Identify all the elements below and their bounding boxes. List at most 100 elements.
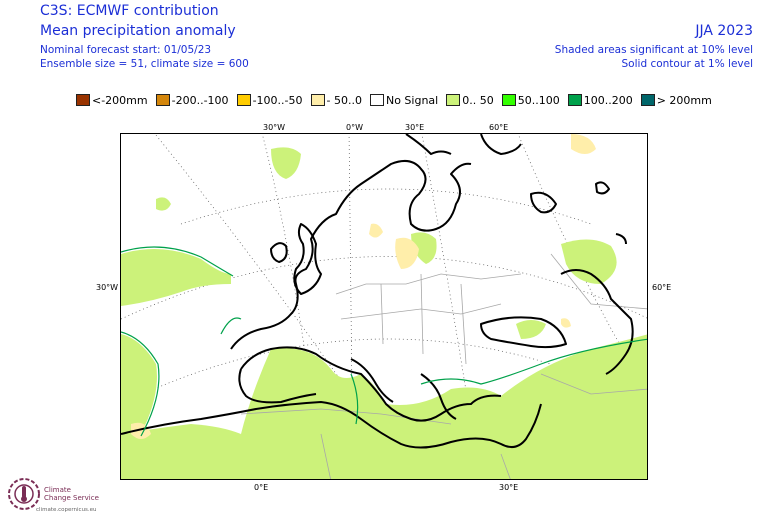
- map-subtitle: Mean precipitation anomaly: [40, 23, 236, 39]
- coastline: [480, 134, 522, 155]
- legend: <-200mm -200..-100 -100..-50 - 50..0 No Sign…: [76, 93, 720, 107]
- coastline: [293, 223, 322, 295]
- anomaly-area: [395, 237, 419, 269]
- logo-url: climate.copernicus.eu: [36, 507, 97, 513]
- legend-item: - 50..0: [310, 93, 362, 107]
- legend-label: - 50..0: [326, 93, 362, 107]
- legend-item: -200..-100: [155, 93, 229, 107]
- legend-item: > 200mm: [640, 93, 712, 107]
- lon-label-top: 0°W: [346, 123, 363, 132]
- legend-swatch: [501, 94, 516, 106]
- legend-swatch: [446, 94, 461, 106]
- forecast-start: Nominal forecast start: 01/05/23: [40, 44, 212, 56]
- legend-swatch: [236, 94, 251, 106]
- legend-label: 50..100: [517, 93, 560, 107]
- graticule-line: [421, 134, 481, 479]
- coastline: [595, 181, 610, 195]
- anomaly-area: [121, 424, 241, 479]
- anomaly-area: [121, 249, 231, 306]
- lon-label-left: 30°W: [96, 283, 119, 292]
- graticule-line: [121, 256, 647, 320]
- legend-label: -100..-50: [252, 93, 303, 107]
- anomaly-area: [516, 320, 546, 339]
- contour-line: [121, 331, 160, 437]
- border-line: [320, 433, 331, 479]
- coastline: [230, 159, 472, 350]
- border-line: [335, 273, 522, 295]
- lon-label-right: 60°E: [652, 283, 672, 292]
- legend-item: No Signal: [369, 93, 439, 107]
- anomaly-area: [411, 232, 437, 264]
- anomaly-area: [216, 334, 647, 479]
- legend-label: > 200mm: [656, 93, 712, 107]
- lon-label-top: 60°E: [489, 123, 509, 132]
- legend-item: 50..100: [501, 93, 560, 107]
- lon-label-top: 30°W: [263, 123, 286, 132]
- coastline: [240, 346, 502, 422]
- coastline: [238, 368, 317, 404]
- coastline: [121, 401, 542, 449]
- border-line: [380, 283, 384, 345]
- legend-swatch: [567, 94, 582, 106]
- coastline: [530, 191, 557, 214]
- legend-swatch: [76, 94, 90, 106]
- map-title: C3S: ECMWF contribution: [40, 3, 219, 19]
- legend-swatch: [155, 94, 170, 106]
- anomaly-area: [626, 381, 647, 463]
- border-line: [340, 303, 502, 320]
- logo-name-line2: Change Service: [44, 494, 99, 502]
- coastline: [420, 373, 457, 420]
- legend-label: 0.. 50: [462, 93, 494, 107]
- coastline: [405, 134, 452, 155]
- anomaly-area: [156, 197, 171, 211]
- legend-item: <-200mm: [76, 94, 148, 107]
- country-borders: [240, 253, 647, 479]
- lon-label-bottom: 0°E: [254, 483, 269, 492]
- map-panel: [120, 133, 648, 480]
- anomaly-area: [369, 223, 383, 238]
- anomaly-area: [561, 239, 617, 284]
- lon-label-top: 30°E: [405, 123, 425, 132]
- border-line: [540, 373, 647, 395]
- copernicus-logo: Climate Change Service climate.copernicu…: [6, 474, 126, 516]
- coastline: [350, 358, 394, 403]
- contour-line: [350, 373, 359, 425]
- anomaly-area: [561, 318, 571, 328]
- coastlines: [121, 134, 634, 449]
- legend-label: 100..200: [583, 93, 633, 107]
- coastline: [480, 316, 567, 349]
- border-line: [550, 253, 647, 310]
- ensemble-size: Ensemble size = 51, climate size = 600: [40, 58, 249, 70]
- coastline: [615, 233, 627, 245]
- legend-label: -200..-100: [171, 93, 229, 107]
- border-line: [500, 453, 511, 479]
- graticule-line: [180, 188, 592, 225]
- legend-swatch: [640, 94, 655, 106]
- border-line: [460, 283, 467, 365]
- climate-logo-icon: [8, 478, 40, 510]
- significance-note: Shaded areas significant at 10% level: [554, 44, 753, 56]
- coastline: [560, 269, 634, 375]
- contour-line: [420, 338, 647, 385]
- anomaly-area: [121, 334, 157, 439]
- coastline: [270, 242, 288, 263]
- contour-line: [121, 246, 234, 277]
- anomaly-area: [271, 147, 301, 179]
- legend-label: <-200mm: [92, 93, 148, 107]
- graticule-line: [121, 338, 647, 405]
- legend-item: 0.. 50: [446, 94, 494, 107]
- logo-name-line1: Climate: [44, 486, 71, 494]
- significance-contours: [121, 246, 647, 437]
- legend-item: 100..200: [567, 93, 633, 107]
- season-label: JJA 2023: [695, 23, 753, 39]
- positive-anomaly-areas: [121, 147, 647, 479]
- legend-item: -100..-50: [236, 93, 303, 107]
- contour-note: Solid contour at 1% level: [621, 58, 753, 70]
- anomaly-area: [571, 134, 596, 154]
- legend-label: No Signal: [385, 93, 439, 107]
- legend-swatch: [310, 94, 325, 106]
- contour-line: [220, 317, 242, 335]
- legend-swatch: [369, 94, 384, 106]
- lon-label-bottom: 30°E: [499, 483, 519, 492]
- border-line: [420, 273, 424, 355]
